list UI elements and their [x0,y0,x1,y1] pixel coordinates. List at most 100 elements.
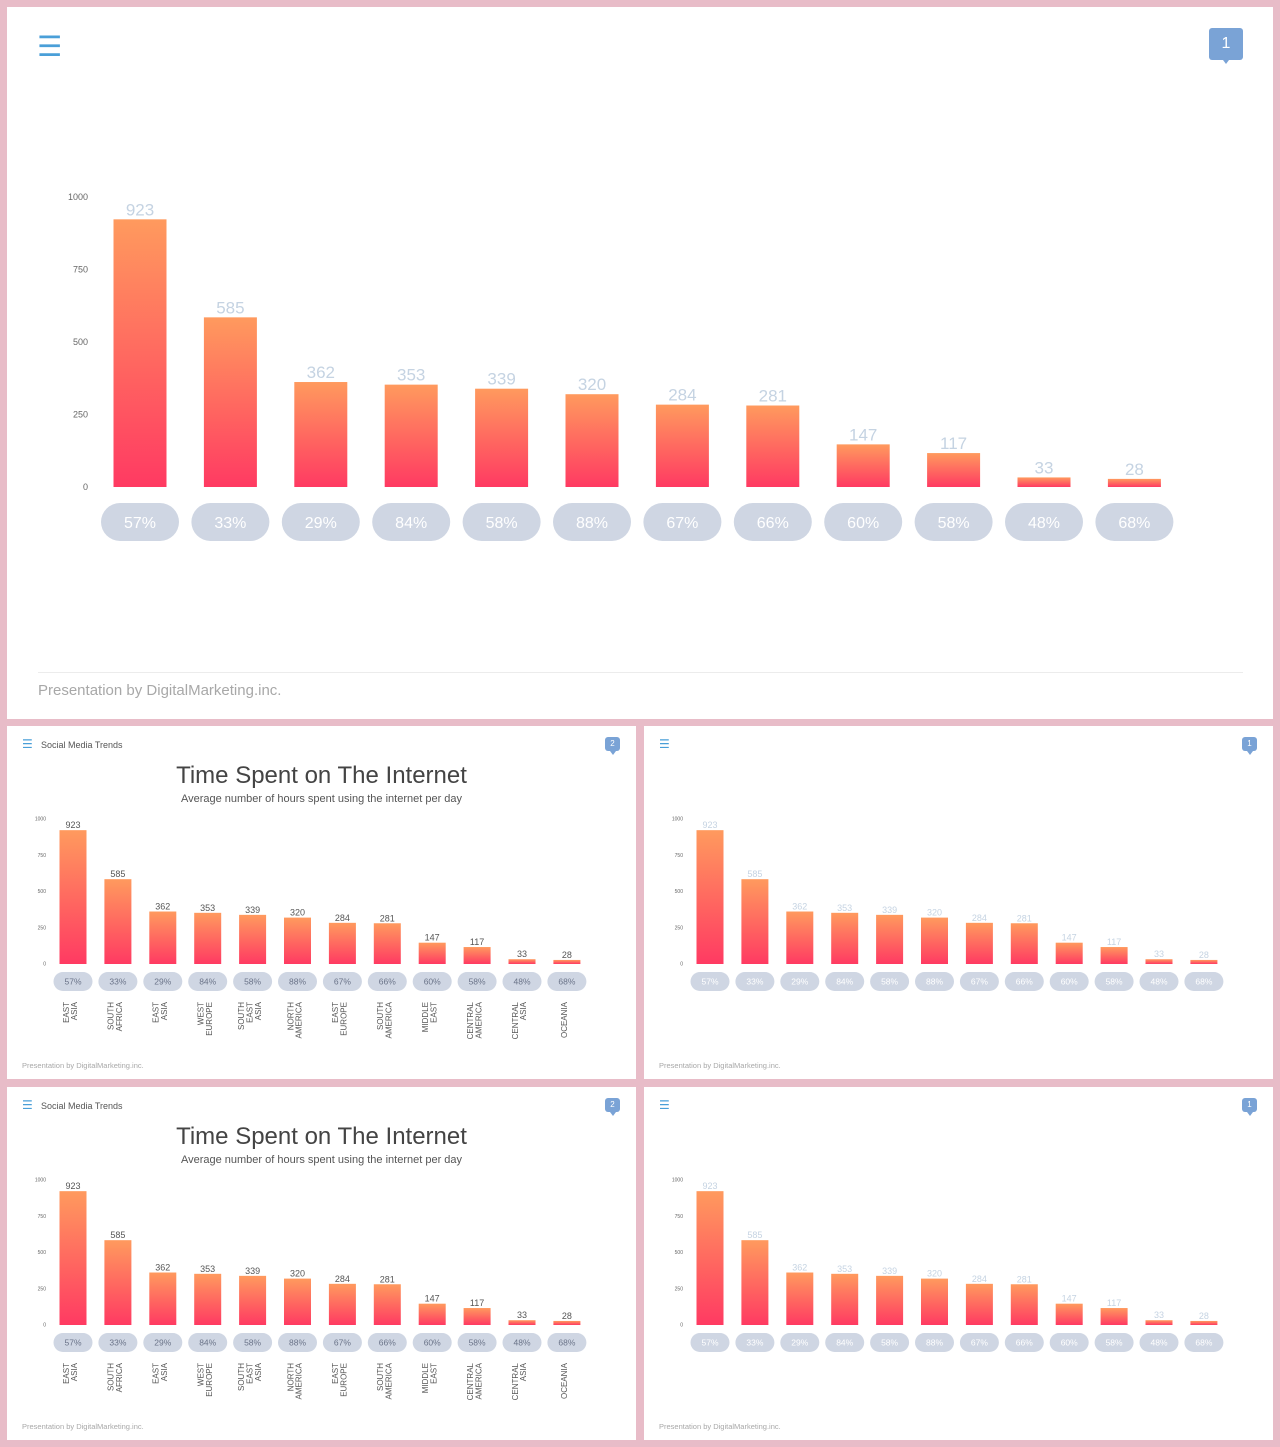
y-tick-label: 500 [38,889,47,895]
data-label: 28 [1125,460,1144,479]
percentage-pill [98,972,138,991]
data-label: 284 [335,1274,350,1284]
percentage-label: 88% [289,977,306,987]
y-tick-label: 500 [675,1250,684,1256]
data-label: 281 [380,913,395,923]
percentage-label: 88% [926,977,943,987]
x-tick-label: NORTH [286,1363,295,1392]
slide-number-badge[interactable]: 2 [605,737,620,755]
data-label: 353 [200,903,215,913]
bar [1010,923,1038,964]
x-tick-label: EAST [246,1002,255,1023]
hamburger-menu-icon[interactable]: ☰ [659,1098,670,1112]
data-label: 284 [668,386,696,405]
x-tick-label: SOUTH [376,1363,385,1391]
percentage-pill [372,503,451,541]
data-label: 320 [927,1269,942,1279]
x-tick-label: AMERICA [385,1362,394,1399]
hamburger-menu-icon[interactable]: ☰ [659,737,670,751]
data-label: 362 [792,902,807,912]
bar [965,1283,993,1325]
section-label: Social Media Trends [41,740,123,750]
x-tick-label: ASIA [70,1362,79,1381]
percentage-pill [462,503,541,541]
bar [328,1283,356,1325]
bar [508,959,536,964]
percentage-label: 33% [214,515,246,532]
footer-divider [38,672,1243,673]
chart-title: Time Spent on The Internet [176,1123,467,1150]
bar [1190,959,1218,964]
x-tick-label: AMERICA [295,1362,304,1399]
y-tick-label: 1000 [35,1178,46,1184]
percentage-label: 67% [334,1338,351,1348]
data-label: 362 [792,1263,807,1273]
slide-number-badge[interactable]: 1 [1242,1098,1257,1116]
x-tick-label: AMERICA [474,1001,483,1038]
data-label: 339 [245,1266,260,1276]
data-label: 117 [1107,1298,1121,1308]
bar [1055,942,1083,964]
y-tick-label: 0 [43,962,46,968]
x-tick-label: WEST [197,1002,206,1025]
x-tick-label: EAST [152,1002,161,1023]
percentage-pill [824,503,903,541]
x-tick-label: WEST [197,1363,206,1386]
percentage-label: 58% [881,1338,898,1348]
data-label: 320 [290,908,305,918]
slide-number-badge[interactable]: 1 [1209,28,1243,64]
percentage-pill [780,972,820,991]
y-tick-label: 1000 [672,817,683,823]
bar [553,1320,581,1325]
x-tick-label: EAST [152,1363,161,1384]
bar [59,830,87,964]
data-label: 362 [155,902,170,912]
bar [696,1191,724,1325]
data-label: 33 [517,949,527,959]
percentage-label: 60% [1061,1338,1078,1348]
bar [1055,1303,1083,1325]
x-tick-label: SOUTH [107,1363,116,1391]
percentage-label: 48% [1150,977,1167,987]
percentage-label: 60% [424,977,441,987]
percentage-label: 57% [64,977,81,987]
y-tick-label: 500 [38,1250,47,1256]
data-label: 320 [290,1269,305,1279]
percentage-label: 58% [244,1338,261,1348]
bar [786,1272,814,1325]
percentage-label: 58% [244,977,261,987]
percentage-pill [188,972,228,991]
slide-number-badge[interactable]: 1 [1242,737,1257,755]
slide-number-badge[interactable]: 2 [605,1098,620,1116]
hamburger-menu-icon[interactable]: ☰ [37,30,63,63]
percentage-pill [1049,1333,1089,1352]
data-label: 28 [562,1311,572,1321]
hamburger-menu-icon[interactable]: ☰ [22,1098,33,1112]
x-tick-label: SOUTH [376,1002,385,1030]
bar [113,219,167,487]
hamburger-menu-icon[interactable]: ☰ [22,737,33,751]
percentage-label: 67% [971,1338,988,1348]
percentage-pill [1094,972,1134,991]
x-tick-label: EAST [429,1002,438,1023]
section-label: Social Media Trends [41,1101,123,1111]
percentage-label: 58% [1106,1338,1123,1348]
slide-large: ☰ 1 0 250 500 750 1000 923 57% 585 33% 362 29% 353 8… [7,7,1273,719]
x-tick-label: AFRICA [115,1001,124,1031]
percentage-pill [322,972,362,991]
bar-chart: 0 250 500 750 1000 923 57% 585 33% 362 29% 353 84% 33… [68,192,1174,541]
y-tick-label: 1000 [35,817,46,823]
bar [463,947,491,964]
percentage-label: 88% [576,515,608,532]
percentage-pill [457,1333,497,1352]
percentage-label: 84% [836,977,853,987]
percentage-pill [412,972,452,991]
percentage-pill [733,503,812,541]
percentage-label: 29% [791,977,808,987]
percentage-pill [870,972,910,991]
percentage-label: 58% [1106,977,1123,987]
bar [194,912,222,964]
bar [921,917,948,964]
data-label: 28 [1199,1311,1209,1321]
